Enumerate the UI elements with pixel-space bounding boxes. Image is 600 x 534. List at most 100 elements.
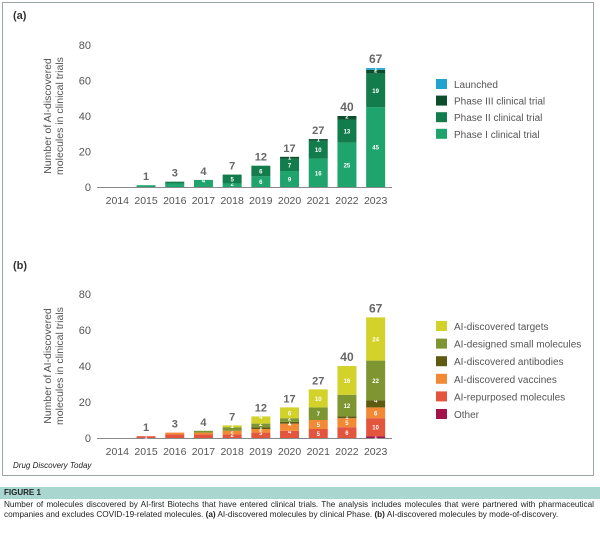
bar-segment: [136, 436, 156, 438]
x-tick-label: 2019: [249, 446, 273, 458]
total-label: 3: [172, 419, 178, 431]
data-label: 6: [259, 180, 263, 186]
data-label: 9: [288, 178, 292, 184]
total-label: 12: [255, 152, 267, 164]
data-label: 1: [345, 415, 349, 421]
data-label: 4: [374, 399, 378, 405]
bar-segment: [165, 181, 185, 184]
total-label: 40: [340, 350, 354, 364]
bar-segment: [337, 394, 357, 417]
legend-entry: Phase II clinical trial: [454, 113, 542, 124]
caption-part: AI-discovered molecules by clinical Phas…: [215, 510, 375, 519]
data-label: 5: [230, 178, 234, 184]
bar-segment: [251, 423, 271, 428]
legend-swatch: [436, 95, 447, 106]
y-tick-label: 80: [79, 40, 91, 52]
bar-segment: [366, 69, 386, 74]
data-label: 3: [259, 431, 263, 437]
bar-segment: [337, 116, 357, 120]
data-label: 12: [344, 404, 351, 410]
total-label: 27: [312, 375, 324, 387]
data-label: 2: [259, 422, 263, 428]
data-label: 24: [372, 338, 379, 344]
legend-swatch: [436, 391, 447, 402]
y-axis-title: Number of AI-discovered: [42, 58, 54, 174]
bar-segment: [193, 430, 213, 433]
bar-segment: [337, 427, 357, 438]
data-label: 5: [345, 421, 349, 427]
bar-segment: [366, 360, 386, 401]
figure-label-bar: FIGURE 1: [0, 487, 600, 499]
data-label: 10: [372, 426, 379, 432]
legend-swatch: [436, 128, 447, 139]
data-label: 6: [374, 411, 378, 417]
data-label: 1: [288, 420, 292, 426]
data-label: 10: [315, 397, 322, 403]
bar-segment: [308, 429, 328, 438]
y-tick-label: 80: [79, 289, 91, 301]
bar-segment: [251, 416, 271, 424]
data-label: 4: [202, 178, 206, 184]
bar-segment: [280, 156, 300, 159]
data-label: 2: [259, 428, 263, 434]
legend-entry: AI-designed small molecules: [454, 340, 581, 351]
bar-segment: [337, 416, 357, 419]
legend-entry: AI-discovered targets: [454, 322, 549, 333]
bar-segment: [165, 434, 185, 438]
x-tick-label: 2014: [106, 446, 130, 458]
total-label: 27: [312, 125, 324, 137]
bar-segment: [308, 139, 328, 141]
x-tick-label: 2021: [307, 446, 331, 458]
data-label: 1: [144, 435, 148, 441]
bar-segment: [366, 68, 386, 70]
bar-segment: [251, 165, 271, 177]
legend-entry: AI-discovered antibodies: [454, 357, 564, 368]
total-label: 1: [143, 422, 149, 434]
data-label: 2: [345, 115, 349, 121]
caption-part: (a): [205, 510, 216, 519]
bar-segment: [366, 418, 386, 437]
data-label: 22: [372, 379, 379, 385]
legend-entry: Other: [454, 410, 480, 421]
y-tick-label: 0: [85, 182, 91, 194]
x-tick-label: 2023: [364, 446, 388, 458]
legend-entry: Phase I clinical trial: [454, 130, 540, 141]
y-tick-label: 40: [79, 361, 91, 373]
data-label: 45: [372, 146, 379, 152]
bar-segment: [251, 432, 271, 438]
x-tick-label: 2020: [278, 195, 302, 207]
y-axis-title: molecules in clinical trials: [54, 57, 66, 175]
data-label: 6: [288, 411, 292, 417]
data-label: 13: [344, 130, 351, 136]
data-label: 2: [230, 433, 234, 439]
bar-segment: [280, 423, 300, 431]
y-tick-label: 60: [79, 76, 91, 88]
total-label: 4: [200, 166, 207, 178]
data-label: 16: [344, 379, 351, 385]
data-label: 4: [288, 429, 292, 435]
x-tick-label: 2018: [220, 446, 244, 458]
data-label: 4: [259, 415, 263, 421]
panel-label: (a): [13, 10, 27, 22]
total-label: 17: [283, 143, 295, 155]
total-label: 17: [283, 393, 295, 405]
bar-segment: [193, 432, 213, 435]
total-label: 40: [340, 100, 354, 114]
data-label: 7: [288, 163, 292, 169]
data-label: 1: [230, 424, 234, 430]
legend-swatch: [436, 409, 447, 419]
legend-swatch: [436, 79, 447, 89]
total-label: 67: [369, 301, 383, 315]
panel-label: (b): [13, 260, 27, 272]
total-label: 67: [369, 52, 383, 66]
bar-segment: [222, 427, 242, 431]
y-tick-label: 60: [79, 325, 91, 337]
x-tick-label: 2016: [163, 446, 187, 458]
legend-entry: Phase III clinical trial: [454, 97, 545, 108]
total-label: 3: [172, 168, 178, 180]
bar-segment: [280, 158, 300, 172]
x-tick-label: 2016: [163, 195, 187, 207]
total-label: 12: [255, 402, 267, 414]
bar-segment: [308, 407, 328, 420]
bar-segment: [193, 434, 213, 438]
